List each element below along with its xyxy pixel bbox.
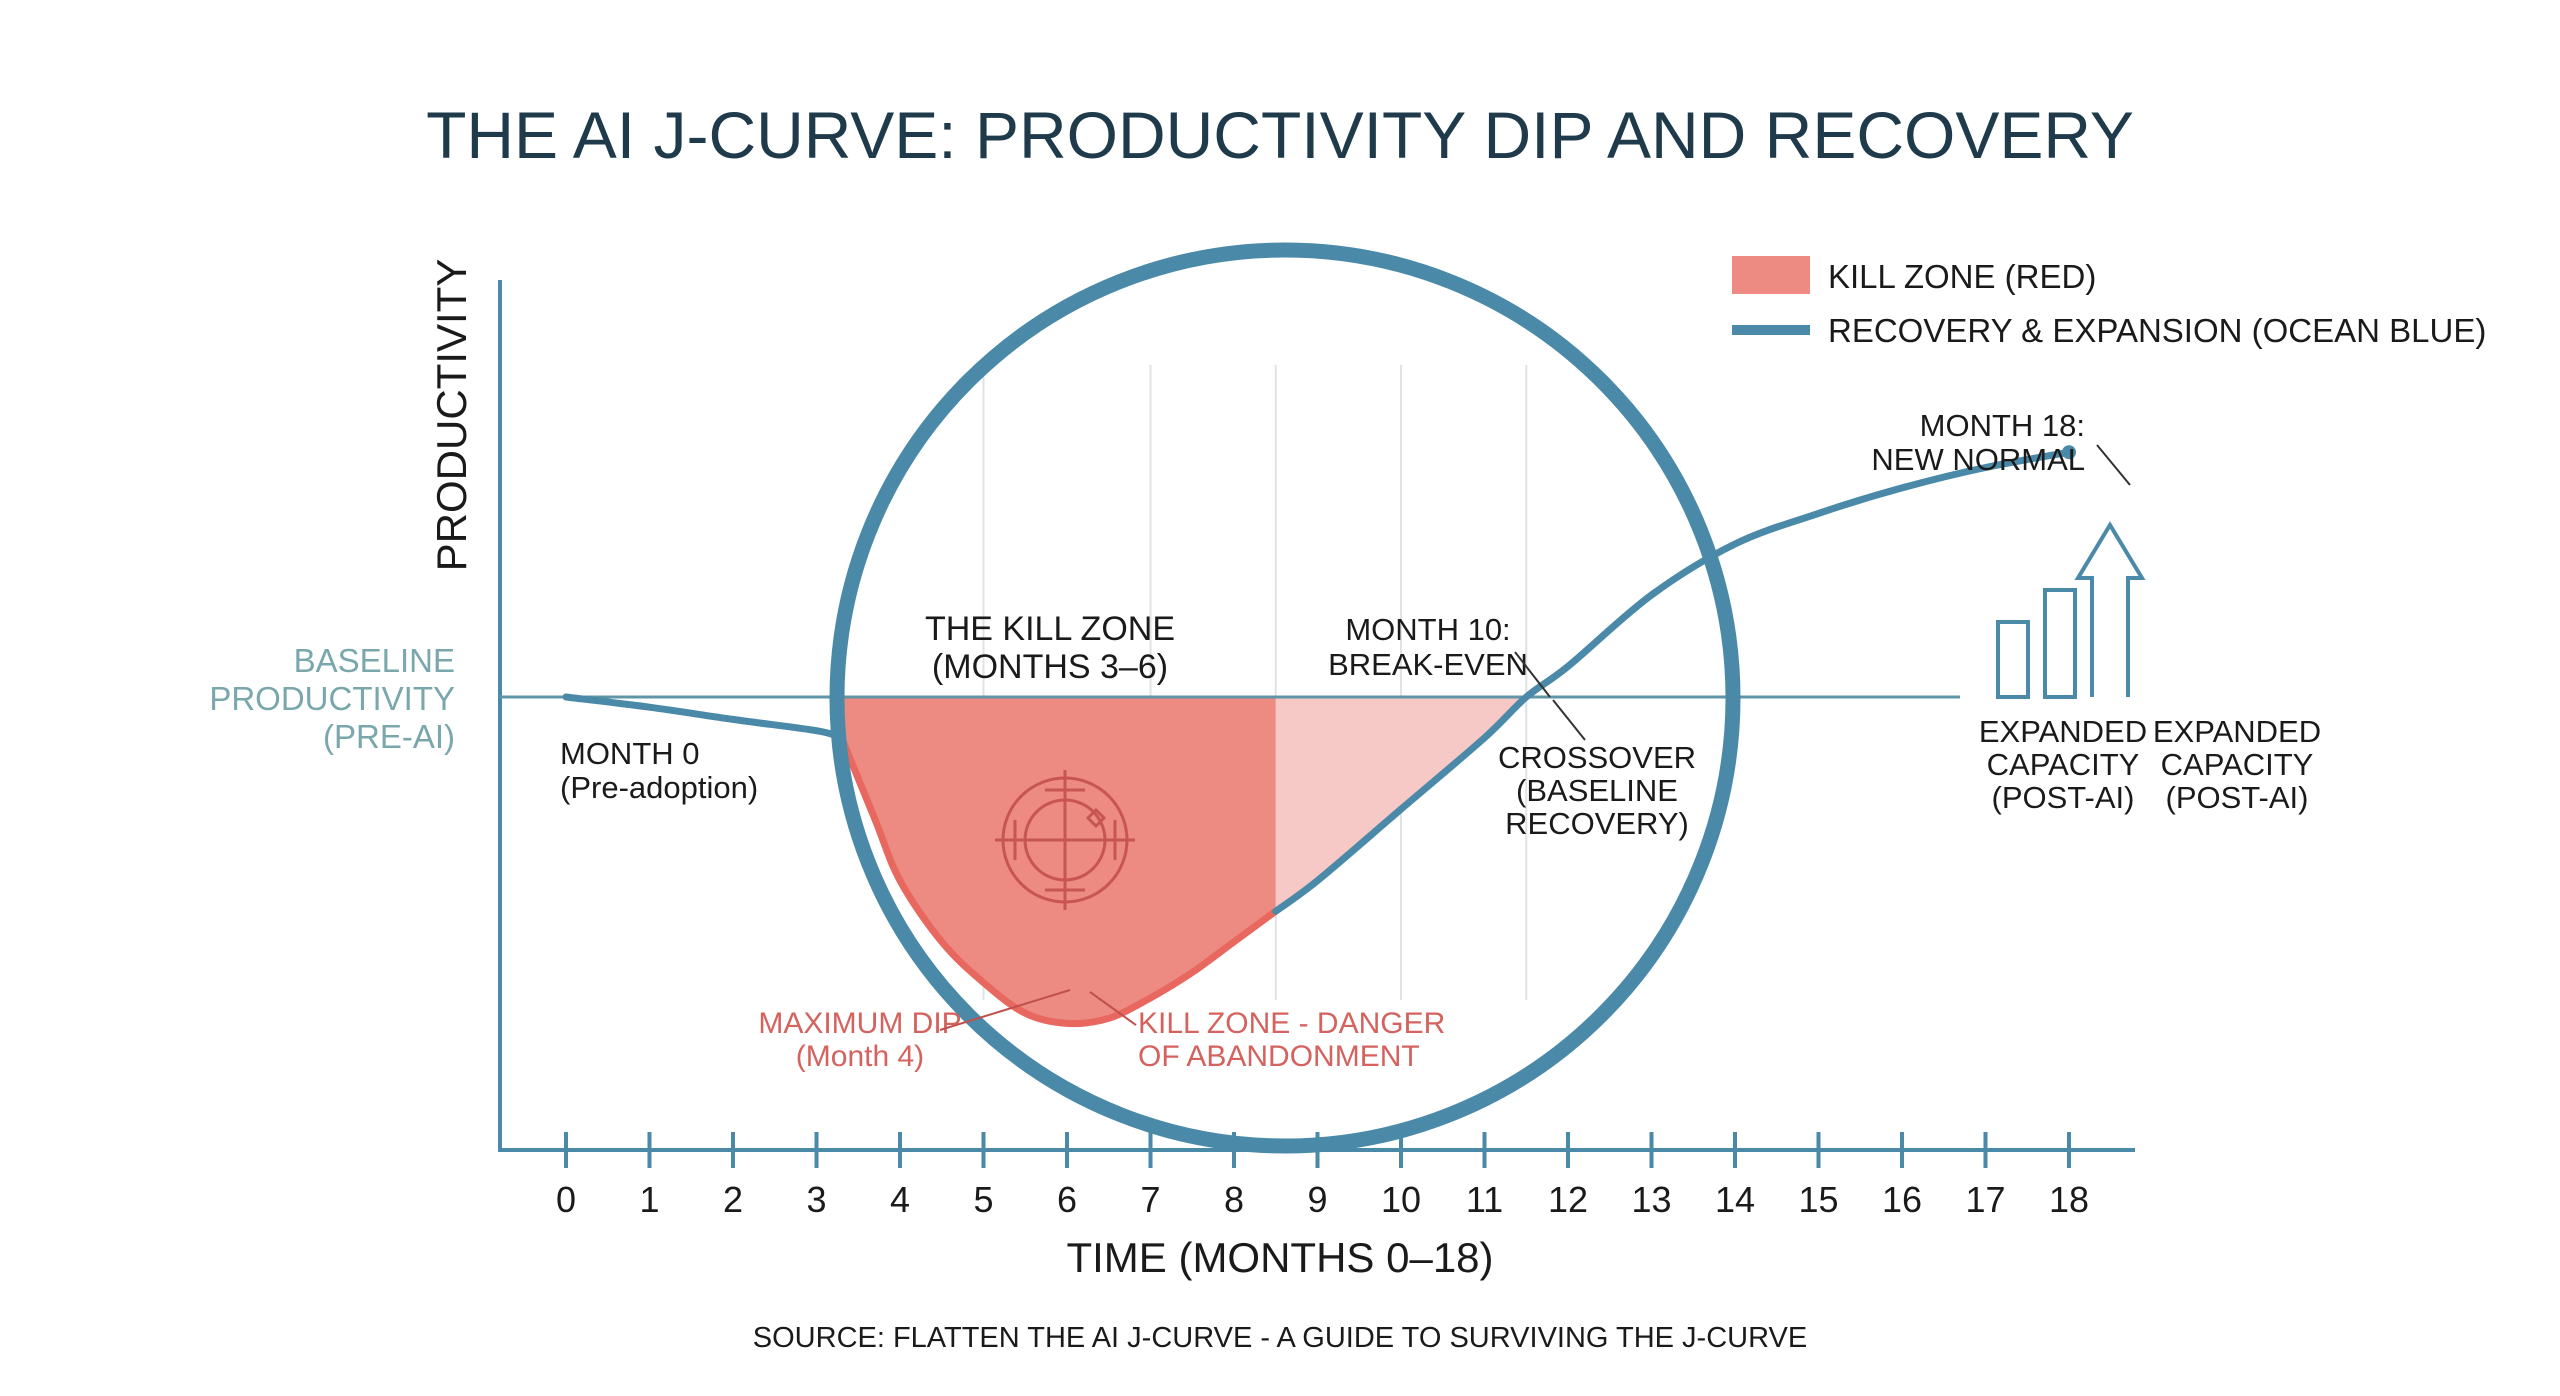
series-line-1	[838, 734, 1280, 1028]
x-tick-label: 10	[1381, 1179, 1421, 1220]
annotation-line: CAPACITY	[2161, 747, 2314, 782]
x-tick-label: 18	[2049, 1179, 2089, 1220]
x-tick-label: 13	[1631, 1179, 1671, 1220]
kill-zone-area	[841, 697, 1276, 1024]
annotation-line: OF ABANDONMENT	[1138, 1040, 1420, 1073]
month10-annotation: MONTH 10: BREAK-EVEN	[1328, 612, 1551, 698]
leader-line	[2096, 444, 2131, 486]
crossover-annotation: CROSSOVER (BASELINE RECOVERY)	[1498, 699, 1696, 841]
legend-label: KILL ZONE (RED)	[1828, 258, 2096, 295]
expanded-capacity-1: EXPANDED CAPACITY (POST-AI)	[1979, 714, 2147, 815]
annotation-line: MONTH 0	[560, 736, 700, 771]
recovery-zone-area	[1275, 697, 1527, 912]
source-note: SOURCE: FLATTEN THE AI J-CURVE - A GUIDE…	[753, 1322, 1807, 1354]
baseline-label-line: PRODUCTIVITY	[209, 680, 455, 717]
annotation-line: KILL ZONE - DANGER	[1138, 1007, 1445, 1040]
leader-line	[1089, 991, 1137, 1026]
max-dip-annotation: MAXIMUM DIP (Month 4)	[758, 989, 1071, 1073]
endpoint-marker	[2062, 445, 2076, 460]
annotation-line: BREAK-EVEN	[1328, 647, 1528, 682]
x-tick-label: 7	[1140, 1179, 1160, 1220]
annotation-line: (Month 4)	[796, 1040, 924, 1073]
chart-title: THE AI J-CURVE: PRODUCTIVITY DIP AND REC…	[426, 98, 2134, 172]
annotation-line: MONTH 18:	[1920, 408, 2085, 443]
x-tick-label: 8	[1224, 1179, 1244, 1220]
annotation-line: (BASELINE	[1516, 773, 1678, 808]
leader-line	[1514, 651, 1551, 698]
annotation-line: CROSSOVER	[1498, 740, 1696, 775]
x-tick-label: 5	[973, 1179, 993, 1220]
growth-bars-icon	[1996, 521, 2146, 699]
target-icon	[995, 770, 1135, 910]
series-line-2	[1272, 448, 2073, 915]
x-axis-label: TIME (MONTHS 0–18)	[1066, 1234, 1493, 1281]
x-tick-label: 9	[1307, 1179, 1327, 1220]
annotation-line: EXPANDED	[2153, 714, 2321, 749]
zones	[841, 697, 1527, 1024]
annotation-line: MAXIMUM DIP	[758, 1007, 961, 1040]
month18-annotation: MONTH 18: NEW NORMAL	[1871, 408, 2131, 486]
leader-line	[939, 989, 1071, 1031]
annotation-line: (MONTHS 3–6)	[932, 648, 1168, 686]
x-tick-label: 0	[556, 1179, 576, 1220]
legend: KILL ZONE (RED) RECOVERY & EXPANSION (OC…	[1732, 256, 2486, 349]
x-tick-label: 1	[639, 1179, 659, 1220]
x-tick-label: 3	[806, 1179, 826, 1220]
annotation-line: (POST-AI)	[1992, 780, 2135, 815]
annotation-line: RECOVERY)	[1505, 806, 1689, 841]
x-ticks: 0 1 2 3 4 5 6 7 8 9 10 11 12 13 14 15 16 17 18	[556, 1132, 2089, 1220]
annotation-line: (POST-AI)	[2166, 780, 2309, 815]
baseline-label: BASELINE PRODUCTIVITY (PRE-AI)	[209, 642, 455, 755]
annotation-line: NEW NORMAL	[1871, 442, 2085, 477]
annotation-line: MONTH 10:	[1345, 612, 1510, 647]
baseline-label-line: BASELINE	[294, 642, 455, 679]
x-tick-label: 6	[1057, 1179, 1077, 1220]
x-tick-label: 4	[890, 1179, 910, 1220]
x-tick-label: 14	[1715, 1179, 1755, 1220]
x-tick-label: 16	[1882, 1179, 1922, 1220]
series-line-0	[562, 693, 845, 742]
month0-annotation: MONTH 0 (Pre-adoption)	[560, 736, 758, 805]
expanded-capacity-2: EXPANDED CAPACITY (POST-AI)	[2153, 714, 2321, 815]
focus-circle	[829, 242, 1741, 1154]
legend-swatch-kill-zone	[1732, 256, 1810, 294]
x-tick-label: 2	[723, 1179, 743, 1220]
annotation-line: THE KILL ZONE	[925, 610, 1175, 648]
y-axis-label: PRODUCTIVITY	[428, 259, 475, 572]
annotation-line: CAPACITY	[1987, 747, 2140, 782]
x-tick-label: 11	[1466, 1179, 1503, 1220]
x-tick-label: 12	[1548, 1179, 1588, 1220]
legend-label: RECOVERY & EXPANSION (OCEAN BLUE)	[1828, 312, 2486, 349]
x-tick-label: 15	[1798, 1179, 1838, 1220]
leader-line	[1552, 699, 1586, 741]
kill-zone-annotation: THE KILL ZONE (MONTHS 3–6)	[925, 610, 1175, 686]
curves	[562, 445, 2076, 1028]
x-tick-label: 17	[1965, 1179, 2005, 1220]
annotation-line: (Pre-adoption)	[560, 770, 758, 805]
annotation-line: EXPANDED	[1979, 714, 2147, 749]
baseline-label-line: (PRE-AI)	[323, 718, 455, 755]
danger-annotation: KILL ZONE - DANGER OF ABANDONMENT	[1089, 991, 1445, 1073]
